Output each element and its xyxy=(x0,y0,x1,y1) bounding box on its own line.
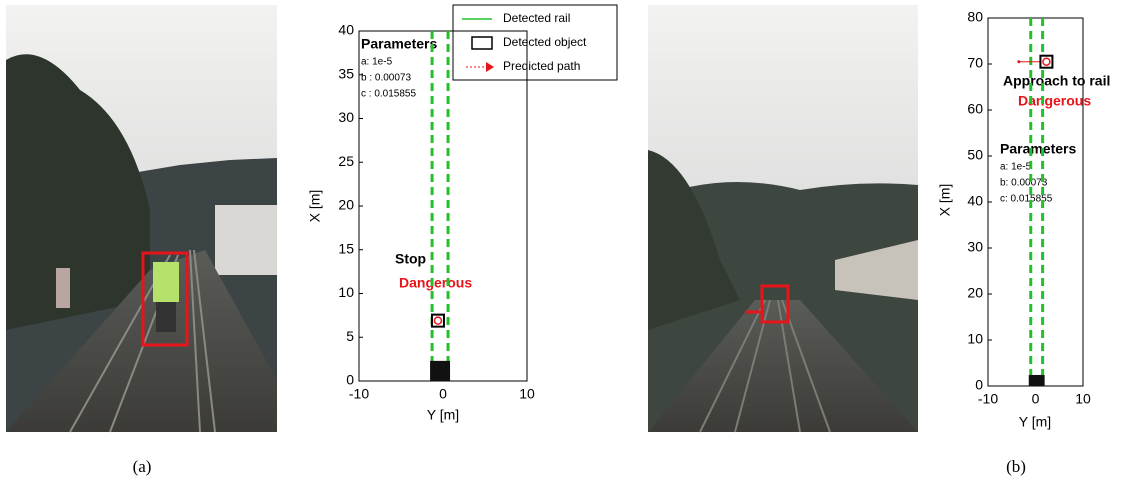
legend-label: Predicted path xyxy=(503,59,580,73)
y-tick-label: 10 xyxy=(338,284,354,300)
y-tick-label: 40 xyxy=(338,22,354,38)
y-tick-label: 5 xyxy=(346,328,354,344)
train xyxy=(1029,375,1045,386)
y-tick-label: 20 xyxy=(967,285,983,301)
y-axis-label: X [m] xyxy=(307,190,323,223)
figure: Detected rail Detected object Predicted … xyxy=(0,0,1143,486)
y-tick-label: 30 xyxy=(967,239,983,255)
alert: Dangerous xyxy=(1018,93,1091,109)
legend-label: Detected rail xyxy=(503,11,570,25)
x-tick-label: 10 xyxy=(1075,391,1091,407)
y-tick-label: 50 xyxy=(967,147,983,163)
y-tick-label: 60 xyxy=(967,101,983,117)
x-tick-label: 0 xyxy=(1032,391,1040,407)
parameter: b: 0.00073 xyxy=(1000,178,1048,189)
x-tick-label: 0 xyxy=(439,386,447,402)
photo-b xyxy=(648,5,918,432)
x-axis-label: Y [m] xyxy=(1019,414,1051,430)
photo-a xyxy=(6,5,277,432)
y-tick-label: 35 xyxy=(338,65,354,81)
parameters-title: Parameters xyxy=(1000,141,1076,157)
train xyxy=(430,361,450,381)
x-axis-label: Y [m] xyxy=(427,407,459,423)
y-tick-label: 30 xyxy=(338,109,354,125)
y-tick-label: 80 xyxy=(967,9,983,25)
parameter: c : 0.015855 xyxy=(361,89,416,100)
y-tick-label: 15 xyxy=(338,240,354,256)
x-tick-label: -10 xyxy=(978,391,998,407)
caption: (a) xyxy=(133,457,152,476)
x-tick-label: 10 xyxy=(519,386,535,402)
caption: (b) xyxy=(1006,457,1026,476)
y-tick-label: 0 xyxy=(975,377,983,393)
y-tick-label: 25 xyxy=(338,153,354,169)
parameters-title: Parameters xyxy=(361,36,437,52)
y-tick-label: 70 xyxy=(967,55,983,71)
x-tick-label: -10 xyxy=(349,386,369,402)
parameter: a: 1e-5 xyxy=(361,57,393,68)
parameter: a: 1e-5 xyxy=(1000,162,1032,173)
status: Approach to rail xyxy=(1003,73,1110,89)
legend: Detected rail Detected object Predicted … xyxy=(453,5,617,80)
y-tick-label: 40 xyxy=(967,193,983,209)
legend-label: Detected object xyxy=(503,35,587,49)
parameter: b : 0.00073 xyxy=(361,73,411,84)
status: Stop xyxy=(395,251,426,267)
path-end xyxy=(1017,60,1020,63)
y-tick-label: 0 xyxy=(346,372,354,388)
y-tick-label: 20 xyxy=(338,197,354,213)
y-tick-label: 10 xyxy=(967,331,983,347)
parameter: c: 0.015855 xyxy=(1000,194,1053,205)
y-axis-label: X [m] xyxy=(937,184,953,217)
alert: Dangerous xyxy=(399,275,472,291)
